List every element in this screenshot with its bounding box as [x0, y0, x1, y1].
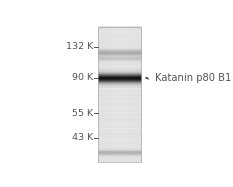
- Text: 55 K: 55 K: [72, 109, 93, 118]
- Text: 43 K: 43 K: [72, 133, 93, 142]
- Bar: [98, 27, 141, 162]
- Text: 132 K: 132 K: [66, 42, 93, 51]
- Text: 90 K: 90 K: [72, 73, 93, 82]
- Text: Katanin p80 B1: Katanin p80 B1: [155, 73, 231, 83]
